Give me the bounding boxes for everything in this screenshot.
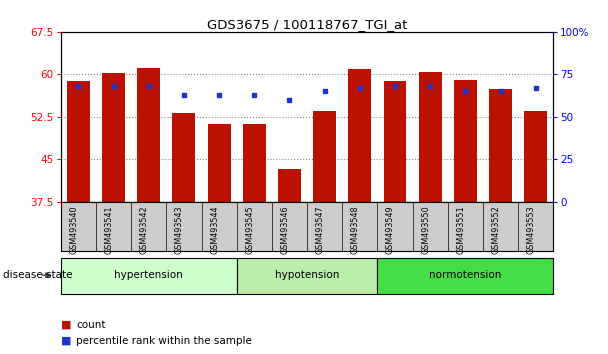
- Text: percentile rank within the sample: percentile rank within the sample: [76, 336, 252, 346]
- Bar: [137, 68, 160, 202]
- Text: normotension: normotension: [429, 270, 502, 280]
- Bar: [489, 88, 512, 202]
- Text: GSM493548: GSM493548: [351, 206, 360, 254]
- Text: GSM493545: GSM493545: [245, 206, 254, 255]
- Bar: [173, 113, 195, 202]
- Text: disease state: disease state: [3, 270, 72, 280]
- Bar: [348, 69, 371, 202]
- Text: hypotension: hypotension: [275, 270, 339, 280]
- Bar: [237, 258, 378, 293]
- Bar: [384, 81, 406, 202]
- Bar: [208, 124, 230, 202]
- Text: GSM493543: GSM493543: [175, 206, 184, 254]
- Text: GSM493549: GSM493549: [386, 206, 395, 255]
- Bar: [419, 72, 441, 202]
- Text: ■: ■: [61, 320, 71, 330]
- Text: GSM493541: GSM493541: [105, 206, 114, 254]
- Text: GSM493546: GSM493546: [280, 206, 289, 254]
- Text: hypertension: hypertension: [114, 270, 183, 280]
- Bar: [102, 73, 125, 202]
- Bar: [313, 111, 336, 202]
- Bar: [278, 170, 301, 202]
- Text: GSM493540: GSM493540: [69, 206, 78, 254]
- Text: GSM493542: GSM493542: [140, 206, 149, 255]
- Text: GSM493553: GSM493553: [527, 206, 536, 255]
- Bar: [378, 258, 553, 293]
- Text: GSM493544: GSM493544: [210, 206, 219, 254]
- Text: GSM493550: GSM493550: [421, 206, 430, 255]
- Text: GSM493547: GSM493547: [316, 206, 325, 255]
- Text: GSM493552: GSM493552: [491, 206, 500, 255]
- Text: count: count: [76, 320, 106, 330]
- Text: GSM493551: GSM493551: [457, 206, 465, 255]
- Bar: [61, 258, 237, 293]
- Text: ■: ■: [61, 336, 71, 346]
- Bar: [524, 111, 547, 202]
- Bar: [67, 81, 90, 202]
- Title: GDS3675 / 100118767_TGI_at: GDS3675 / 100118767_TGI_at: [207, 18, 407, 31]
- Bar: [454, 80, 477, 202]
- Bar: [243, 124, 266, 202]
